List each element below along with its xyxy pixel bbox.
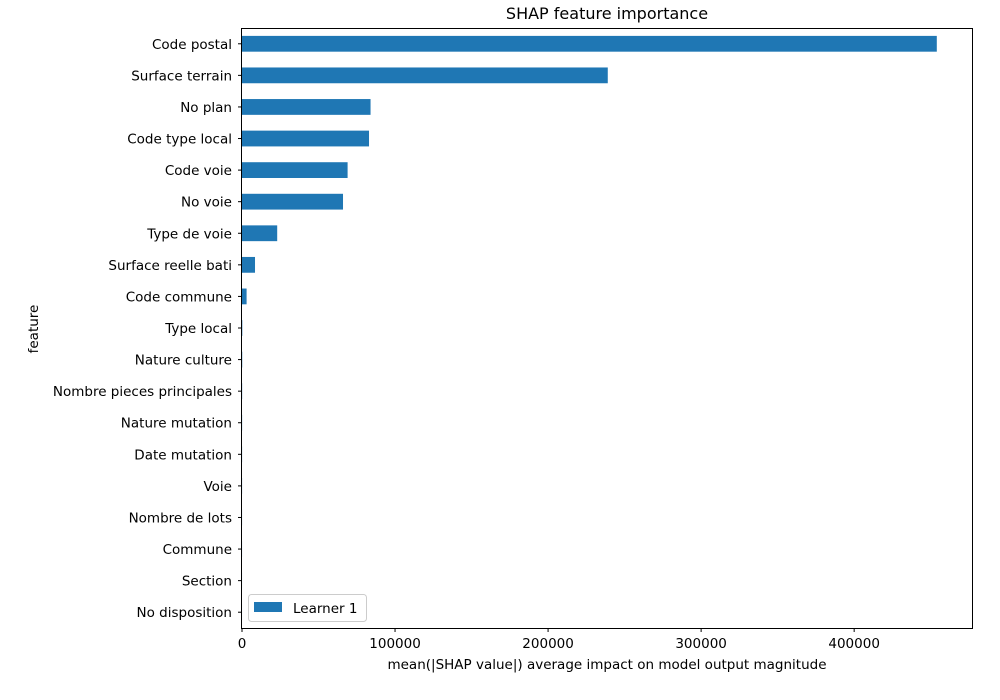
y-tick-label: Nature culture — [135, 353, 232, 369]
y-tick-label: Date mutation — [134, 447, 232, 463]
x-tick-label: 200000 — [522, 636, 574, 652]
bar-code-commune — [242, 288, 247, 305]
bar-surface-terrain — [242, 67, 608, 84]
y-tick-label: Code voie — [165, 163, 232, 179]
y-tick-label: Code commune — [126, 289, 232, 305]
y-tick-label: Commune — [163, 542, 232, 558]
legend-box — [248, 594, 367, 622]
chart-title: SHAP feature importance — [506, 4, 708, 23]
x-tick-label: 400000 — [828, 636, 880, 652]
y-tick-label: Code type local — [127, 132, 232, 148]
y-tick-label: No disposition — [137, 605, 232, 621]
y-tick-label: No plan — [180, 100, 232, 116]
y-tick-label: Nature mutation — [121, 416, 232, 432]
bar-code-postal — [242, 35, 937, 52]
y-tick-label: Section — [182, 574, 232, 590]
legend: Learner 1 — [248, 594, 367, 622]
x-ticks-group: 0 100000 200000 300000 400000 — [238, 628, 880, 652]
y-tick-label: Surface terrain — [131, 68, 232, 84]
bar-no-plan — [242, 99, 371, 115]
x-axis-label: mean(|SHAP value|) average impact on mod… — [387, 657, 826, 673]
x-tick-label: 100000 — [369, 636, 421, 652]
legend-label: Learner 1 — [293, 601, 357, 617]
y-tick-label: No voie — [181, 195, 232, 211]
y-tick-label: Surface reelle bati — [108, 258, 232, 274]
y-ticks-group: Code postal Surface terrain No plan Code ty… — [53, 37, 242, 621]
y-axis-label: feature — [26, 305, 42, 354]
x-tick-label: 0 — [238, 636, 247, 652]
bar-code-type-local — [242, 130, 370, 147]
bar-code-voie — [242, 162, 348, 178]
y-tick-label: Nombre pieces principales — [53, 384, 232, 400]
y-tick-label: Type de voie — [146, 226, 232, 242]
y-tick-label: Nombre de lots — [129, 510, 232, 526]
plot-frame — [241, 28, 973, 629]
bars-group — [242, 35, 937, 621]
bar-surface-reelle-bati — [242, 256, 256, 273]
y-tick-label: Type local — [164, 321, 232, 337]
y-tick-label: Voie — [203, 479, 232, 495]
bar-no-voie — [242, 193, 344, 210]
x-tick-label: 300000 — [675, 636, 727, 652]
y-tick-label: Code postal — [152, 37, 232, 53]
bar-type-de-voie — [242, 225, 278, 242]
legend-swatch — [254, 602, 282, 612]
